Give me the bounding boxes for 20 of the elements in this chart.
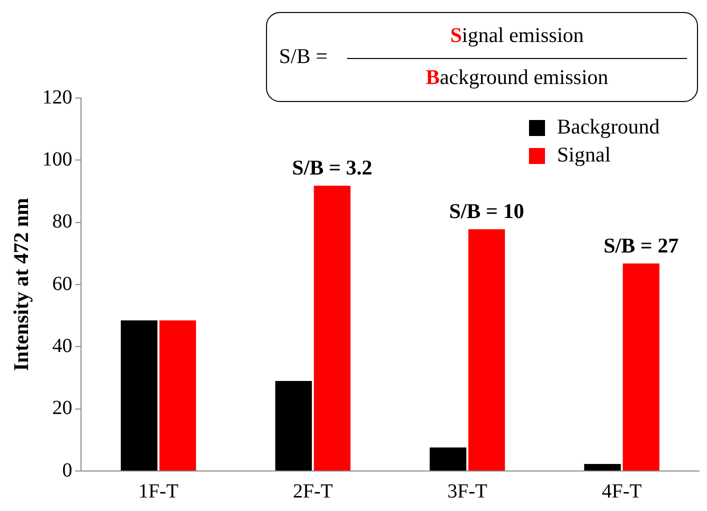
text: S/B = — [279, 44, 328, 69]
annotation: S/B = 10 — [449, 199, 524, 224]
y-tick-label: 20 — [52, 397, 72, 420]
y-tick-label: 80 — [52, 210, 72, 233]
annotation: S/B = 27 — [604, 233, 679, 258]
y-tick-label: 100 — [42, 148, 72, 170]
y-axis-title: Intensity at 472 nm — [9, 197, 34, 372]
legend-label: Background — [557, 114, 660, 139]
text: Signal emission — [449, 23, 585, 48]
legend-label: Signal — [557, 142, 611, 167]
x-tick-label: 4F-T — [602, 480, 642, 502]
x-tick-label: 2F-T — [292, 480, 333, 502]
annotation: S/B = 3.2 — [292, 156, 372, 180]
y-tick-label: 40 — [52, 334, 72, 357]
text: Background emission — [424, 65, 610, 90]
y-tick-label: 120 — [42, 86, 72, 108]
x-tick-label: 1F-T — [138, 480, 178, 502]
y-tick-label: 0 — [62, 459, 72, 482]
x-tick-label: 3F-T — [447, 480, 488, 502]
y-tick-label: 60 — [52, 272, 72, 295]
